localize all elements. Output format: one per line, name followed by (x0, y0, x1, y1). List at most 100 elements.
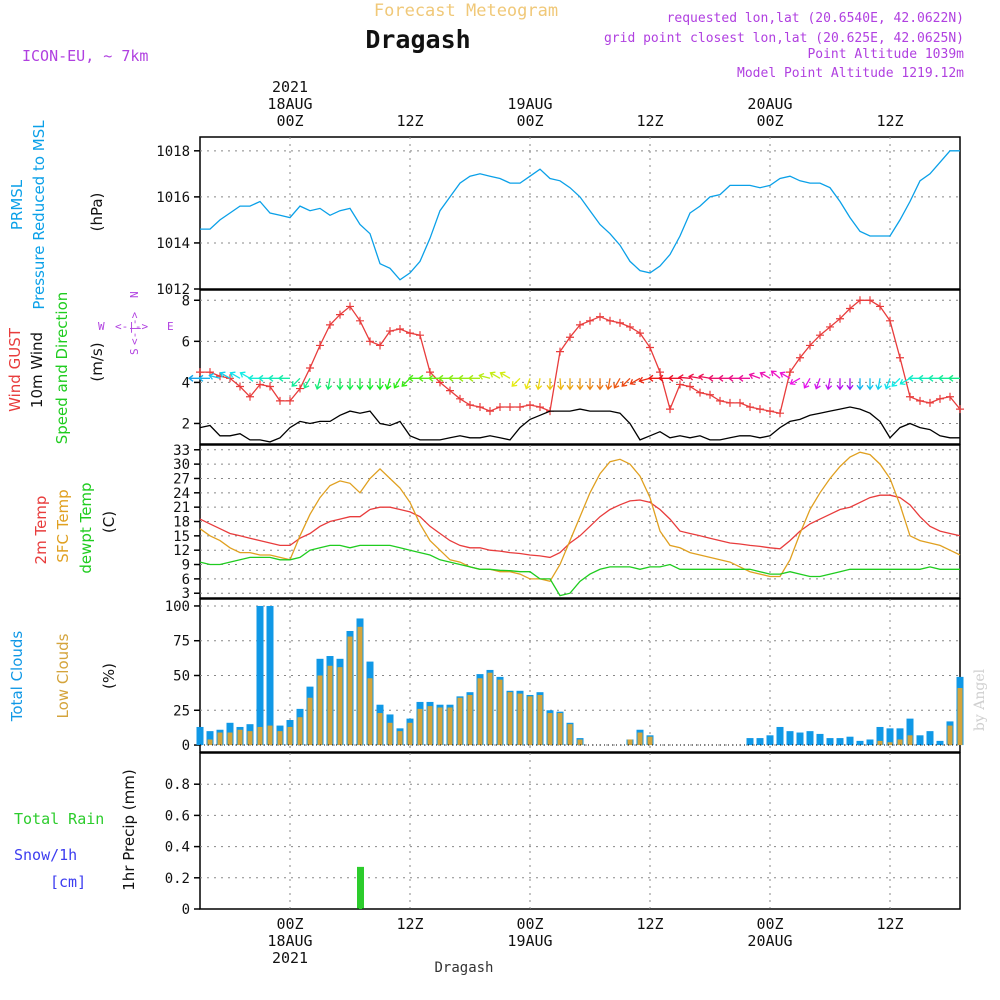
wind-arrow (779, 371, 791, 379)
gust-point (956, 405, 964, 414)
low-clouds-bar (257, 726, 263, 746)
bottom-time-label: 18AUG (267, 932, 312, 950)
wind-arrow (291, 377, 301, 387)
wind-arrow (748, 372, 761, 380)
gust-point (786, 368, 794, 377)
gust-point (846, 304, 854, 313)
gust-point (826, 322, 834, 331)
bottom-time-label: 2021 (272, 949, 308, 967)
gust-point (596, 312, 604, 321)
wind-arrow (770, 370, 781, 379)
gust-point (496, 403, 504, 412)
y-tick-label: 8 (182, 293, 190, 309)
low-clouds-bar (557, 713, 563, 746)
wind-arrow (535, 378, 543, 391)
wind-arrow (346, 378, 354, 391)
gust-point (566, 333, 574, 342)
bottom-time-label: 00Z (516, 915, 543, 933)
total-clouds-bar (806, 731, 814, 746)
y-tick-label: 1018 (156, 144, 190, 160)
sfc-temp-label: SFC Temp (54, 489, 72, 562)
total-clouds-bar (836, 738, 844, 746)
wind-arrow (384, 378, 392, 390)
wind-arrow (356, 378, 364, 391)
panel-precip: 0 0.2 0.4 0.6 0.8 (165, 752, 961, 918)
total-clouds-bar (786, 731, 794, 746)
gust-point (366, 337, 374, 346)
wind-arrow (677, 374, 691, 382)
gust-point (306, 364, 314, 373)
wind-arrow (511, 377, 521, 387)
gust-point (746, 403, 754, 412)
low-clouds-bar (467, 694, 473, 746)
y-tick-label: 0 (182, 738, 190, 754)
rain-legend: Total Rain (14, 810, 104, 828)
bottom-time-label: 12Z (876, 915, 903, 933)
gust-point (656, 368, 664, 377)
gust-point (236, 382, 244, 391)
total-clouds-bar (936, 740, 944, 746)
wind-arrow (814, 378, 821, 390)
gust-point (426, 368, 434, 377)
gust-point (696, 388, 704, 397)
gust-point (416, 331, 424, 340)
total-clouds-bar (916, 735, 924, 746)
gust-point (316, 341, 324, 350)
wind-arrow (467, 374, 480, 382)
compass-east: E (167, 320, 174, 333)
wind-arrow (478, 372, 491, 380)
y-tick-label: 1012 (156, 282, 190, 298)
y-tick-label: 21 (173, 500, 190, 516)
y-tick-label: 6 (182, 572, 190, 588)
y-tick-label: 15 (173, 529, 190, 545)
low-clouds-bar (407, 722, 413, 746)
rain-bar (357, 866, 364, 909)
gust-point (276, 396, 284, 405)
wind-arrow (866, 378, 874, 391)
wind-arrow (629, 377, 641, 386)
low-clouds-bar (947, 725, 953, 746)
wind-arrow (325, 378, 333, 391)
wind-arrow (638, 376, 651, 384)
compass-horizontal-arrow: <-|-> (115, 320, 148, 333)
panel-frame (199, 136, 961, 290)
y-tick-label: 24 (173, 486, 190, 502)
y-tick-label: 30 (173, 457, 190, 473)
gust-point (586, 316, 594, 325)
model-label: ICON-EU, ~ 7km (22, 47, 148, 65)
y-tick-label: 18 (173, 515, 190, 531)
compass-north: N (128, 291, 141, 298)
total-clouds-bar (266, 605, 274, 746)
low-clouds-bar (307, 697, 313, 746)
top-time-label: 00Z (756, 112, 783, 130)
low-clouds-bar (267, 725, 273, 746)
top-time-label: 12Z (876, 112, 903, 130)
dewpt-temp-label: dewpt Temp (77, 482, 95, 573)
info-line-2: grid point closest lon,lat (20.625E, 42.… (604, 31, 964, 46)
bottom-time-label: 12Z (396, 915, 423, 933)
panel-side-labels: PRMSL Pressure Reduced to MSL (hPa) Wind GU… (6, 120, 174, 891)
wind-arrow (576, 378, 584, 391)
low-clouds-bar (647, 736, 653, 746)
low-clouds-bar (377, 713, 383, 746)
gust-point (396, 325, 404, 334)
top-title: Forecast Meteogram (374, 1, 558, 21)
bottom-time-label: 00Z (756, 915, 783, 933)
gust-point (686, 382, 694, 391)
wind-arrow (759, 371, 771, 379)
total-clouds-bar (846, 736, 854, 746)
low-clouds-bar (327, 665, 333, 746)
snow-legend: Snow/1h (14, 846, 77, 864)
series-line-prmsl (200, 150, 960, 281)
gust-point (776, 409, 784, 418)
low-clouds-bar (477, 678, 483, 746)
gust-point (836, 314, 844, 323)
wind-arrow (613, 377, 621, 389)
series-line-2m-temp (199, 494, 961, 559)
wind-arrow (277, 374, 290, 382)
gust-point (556, 347, 564, 356)
chart-panels: 1012101410161018246836912151821242730330… (156, 136, 964, 918)
y-tick-label: 33 (173, 443, 190, 459)
